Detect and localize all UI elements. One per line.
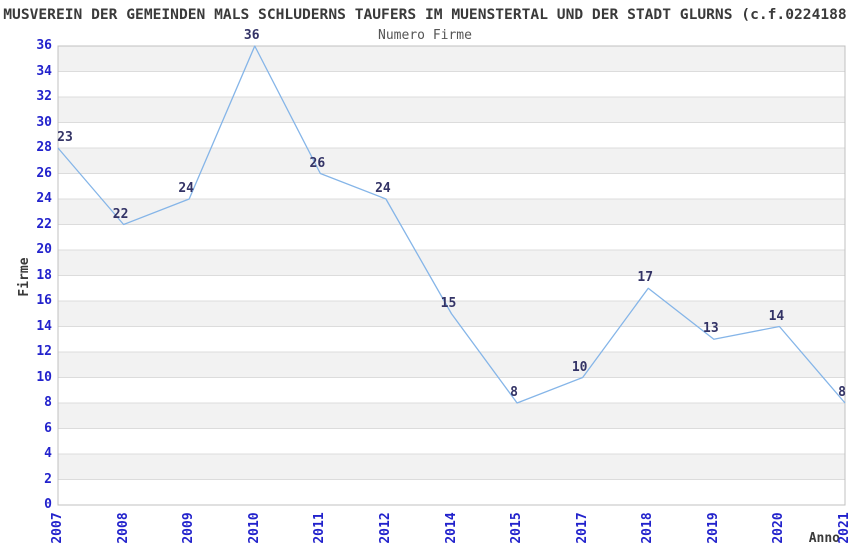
- data-label: 8: [838, 385, 846, 400]
- series-line: [57, 45, 846, 404]
- x-tick-label: 2010: [246, 512, 262, 544]
- y-tick-label: 12: [36, 344, 52, 359]
- y-axis-title: Firme: [17, 257, 32, 297]
- y-tick-label: 34: [36, 63, 52, 79]
- data-label: 14: [768, 308, 785, 324]
- grid-band: [58, 46, 845, 72]
- data-label: 17: [637, 270, 654, 286]
- data-label: 13: [703, 321, 719, 337]
- y-tick-label: 10: [36, 369, 52, 385]
- y-tick-label: 24: [36, 191, 52, 206]
- data-label: 24: [178, 181, 194, 196]
- x-tick-label: 2018: [640, 512, 656, 544]
- x-tick-label: 2008: [115, 512, 131, 544]
- data-label: 8: [510, 385, 518, 400]
- grid-band: [58, 352, 845, 378]
- data-label: 15: [440, 295, 457, 311]
- data-label: 23: [57, 130, 73, 145]
- y-tick-label: 14: [36, 318, 52, 334]
- x-tick-label: 2021: [837, 512, 850, 544]
- grid-band: [58, 250, 845, 276]
- y-tick-label: 0: [44, 497, 52, 512]
- plot-border: [57, 45, 846, 506]
- y-tick-label: 8: [44, 395, 52, 410]
- grid-band: [58, 97, 845, 123]
- chart-subtitle: Numero Firme: [378, 28, 472, 43]
- y-tick-label: 28: [36, 140, 52, 155]
- y-tick-label: 18: [36, 267, 52, 283]
- y-tick-label: 36: [36, 38, 52, 53]
- grid-band: [58, 454, 845, 480]
- x-tick-label: 2007: [50, 512, 65, 544]
- x-tick-label: 2015: [509, 512, 525, 544]
- x-tick-label: 2020: [771, 512, 787, 544]
- y-tick-label: 30: [36, 114, 52, 130]
- y-tick-label: 32: [36, 89, 52, 104]
- x-tick-label: 2019: [705, 512, 721, 544]
- data-label: 26: [309, 155, 326, 171]
- x-tick-label: 2014: [443, 512, 459, 544]
- x-tick-label: 2012: [377, 512, 393, 544]
- x-tick-label: 2011: [312, 512, 328, 544]
- grid-band: [58, 199, 845, 225]
- y-tick-label: 6: [44, 420, 52, 436]
- x-axis-title: Anno: [808, 531, 840, 546]
- y-tick-label: 22: [36, 216, 52, 232]
- y-tick-label: 16: [36, 293, 52, 308]
- data-label: 36: [243, 28, 260, 43]
- x-tick-label: 2009: [181, 512, 197, 544]
- y-tick-label: 4: [44, 446, 52, 461]
- x-tick-label: 2017: [574, 512, 590, 544]
- y-tick-label: 2: [44, 471, 52, 487]
- data-label: 10: [571, 359, 588, 375]
- grid-band: [58, 148, 845, 174]
- y-tick-label: 20: [36, 242, 52, 257]
- data-label: 22: [112, 206, 129, 222]
- grid-band: [58, 403, 845, 429]
- chart-title: MUSVEREIN DER GEMEINDEN MALS SCHLUDERNS …: [3, 6, 847, 23]
- y-tick-label: 26: [36, 165, 52, 181]
- data-label: 24: [375, 181, 391, 196]
